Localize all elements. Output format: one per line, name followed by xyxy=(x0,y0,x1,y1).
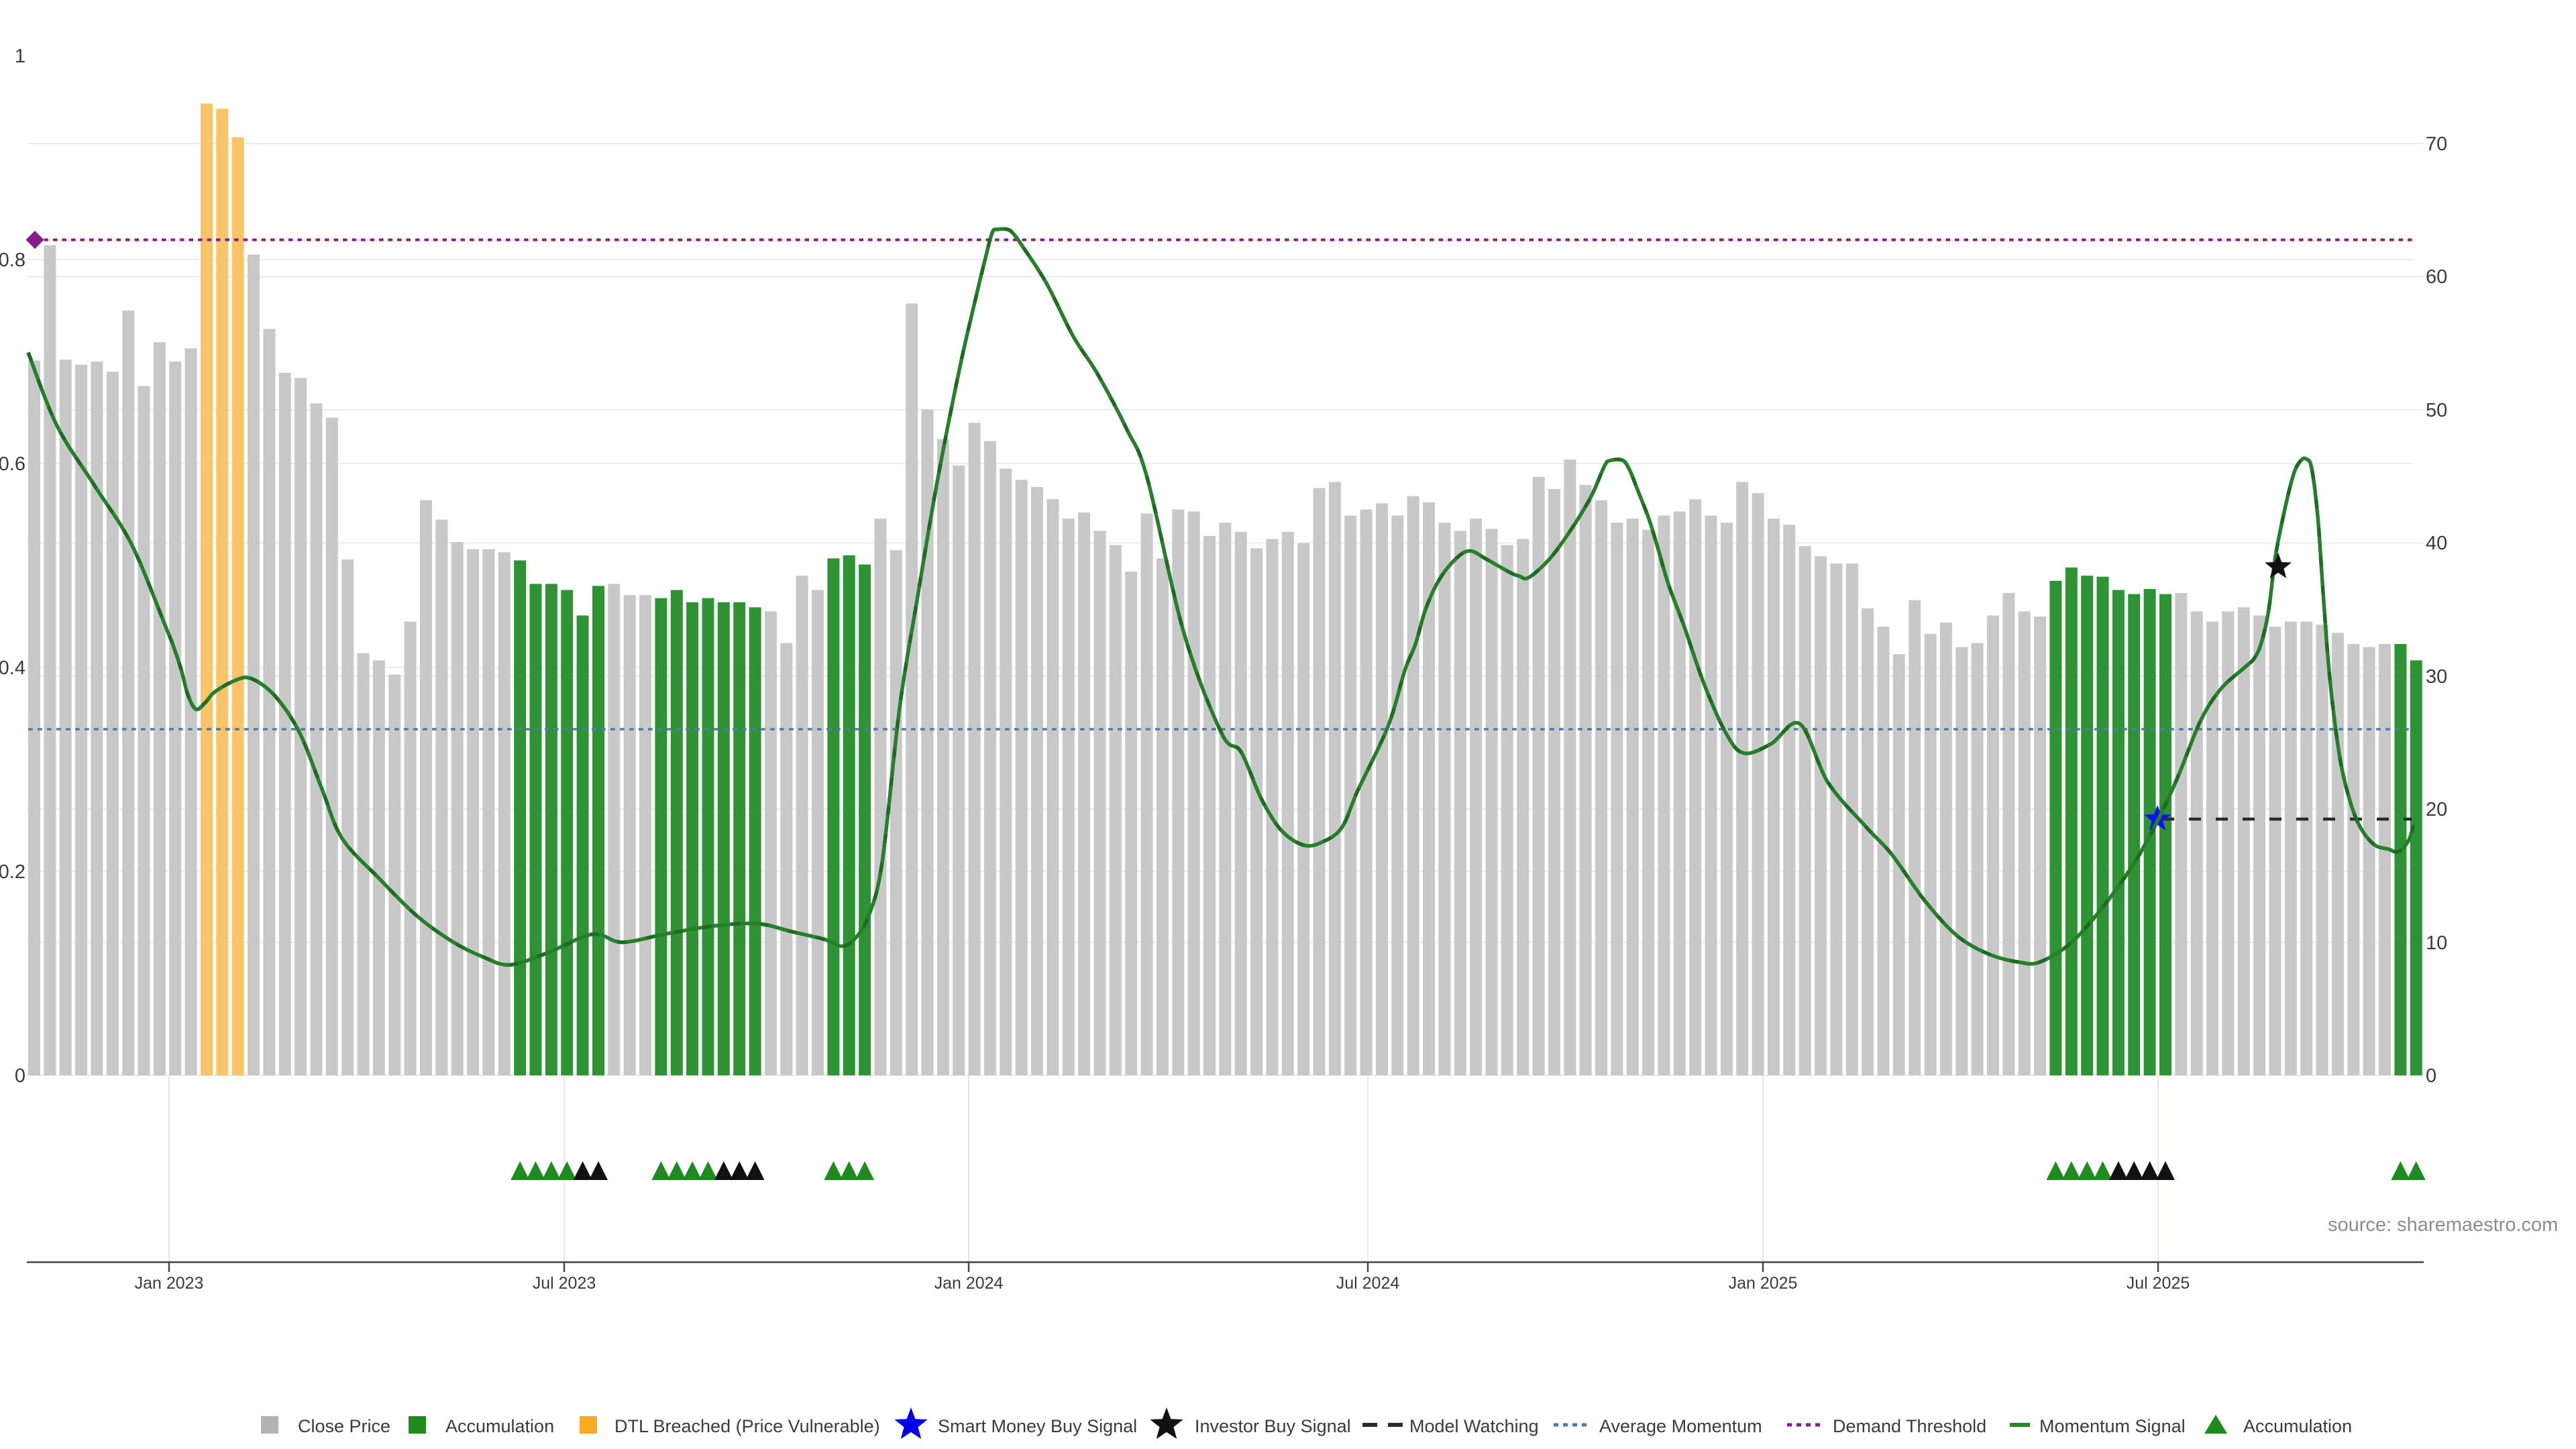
svg-text:Jan 2023: Jan 2023 xyxy=(135,1274,204,1293)
svg-text:Smart Money Buy Signal: Smart Money Buy Signal xyxy=(938,1416,1137,1436)
svg-text:Jan 2024: Jan 2024 xyxy=(934,1274,1004,1293)
svg-text:source: sharemaestro.com: source: sharemaestro.com xyxy=(2328,1214,2558,1236)
svg-text:50: 50 xyxy=(2426,400,2447,421)
svg-text:Demand Threshold: Demand Threshold xyxy=(1833,1416,1986,1436)
svg-text:60: 60 xyxy=(2426,266,2447,288)
svg-text:Momentum Signal: Momentum Signal xyxy=(2039,1416,2186,1436)
svg-text:0.4: 0.4 xyxy=(0,657,25,679)
svg-text:Jan 2025: Jan 2025 xyxy=(1729,1274,1798,1293)
svg-text:Investor Buy Signal: Investor Buy Signal xyxy=(1195,1416,1351,1436)
svg-text:40: 40 xyxy=(2426,533,2447,554)
svg-text:0: 0 xyxy=(15,1065,25,1087)
svg-text:Average Momentum: Average Momentum xyxy=(1599,1416,1762,1436)
svg-text:30: 30 xyxy=(2426,666,2447,688)
svg-text:Jul 2024: Jul 2024 xyxy=(1336,1274,1400,1293)
svg-text:Accumulation: Accumulation xyxy=(2243,1416,2352,1436)
svg-text:Model Watching: Model Watching xyxy=(1409,1416,1539,1436)
svg-text:1: 1 xyxy=(15,46,25,67)
svg-text:0.2: 0.2 xyxy=(0,861,25,883)
svg-text:0.6: 0.6 xyxy=(0,453,25,475)
svg-text:Accumulation: Accumulation xyxy=(445,1416,554,1436)
svg-text:10: 10 xyxy=(2426,932,2447,954)
svg-text:Close Price: Close Price xyxy=(298,1416,390,1436)
svg-text:Jul 2025: Jul 2025 xyxy=(2127,1274,2190,1293)
svg-text:DTL Breached (Price Vulnerable: DTL Breached (Price Vulnerable) xyxy=(614,1416,880,1436)
svg-text:0: 0 xyxy=(2426,1065,2436,1087)
svg-text:20: 20 xyxy=(2426,799,2447,820)
svg-text:70: 70 xyxy=(2426,133,2447,155)
svg-text:0.8: 0.8 xyxy=(0,250,25,271)
svg-text:Jul 2023: Jul 2023 xyxy=(533,1274,596,1293)
